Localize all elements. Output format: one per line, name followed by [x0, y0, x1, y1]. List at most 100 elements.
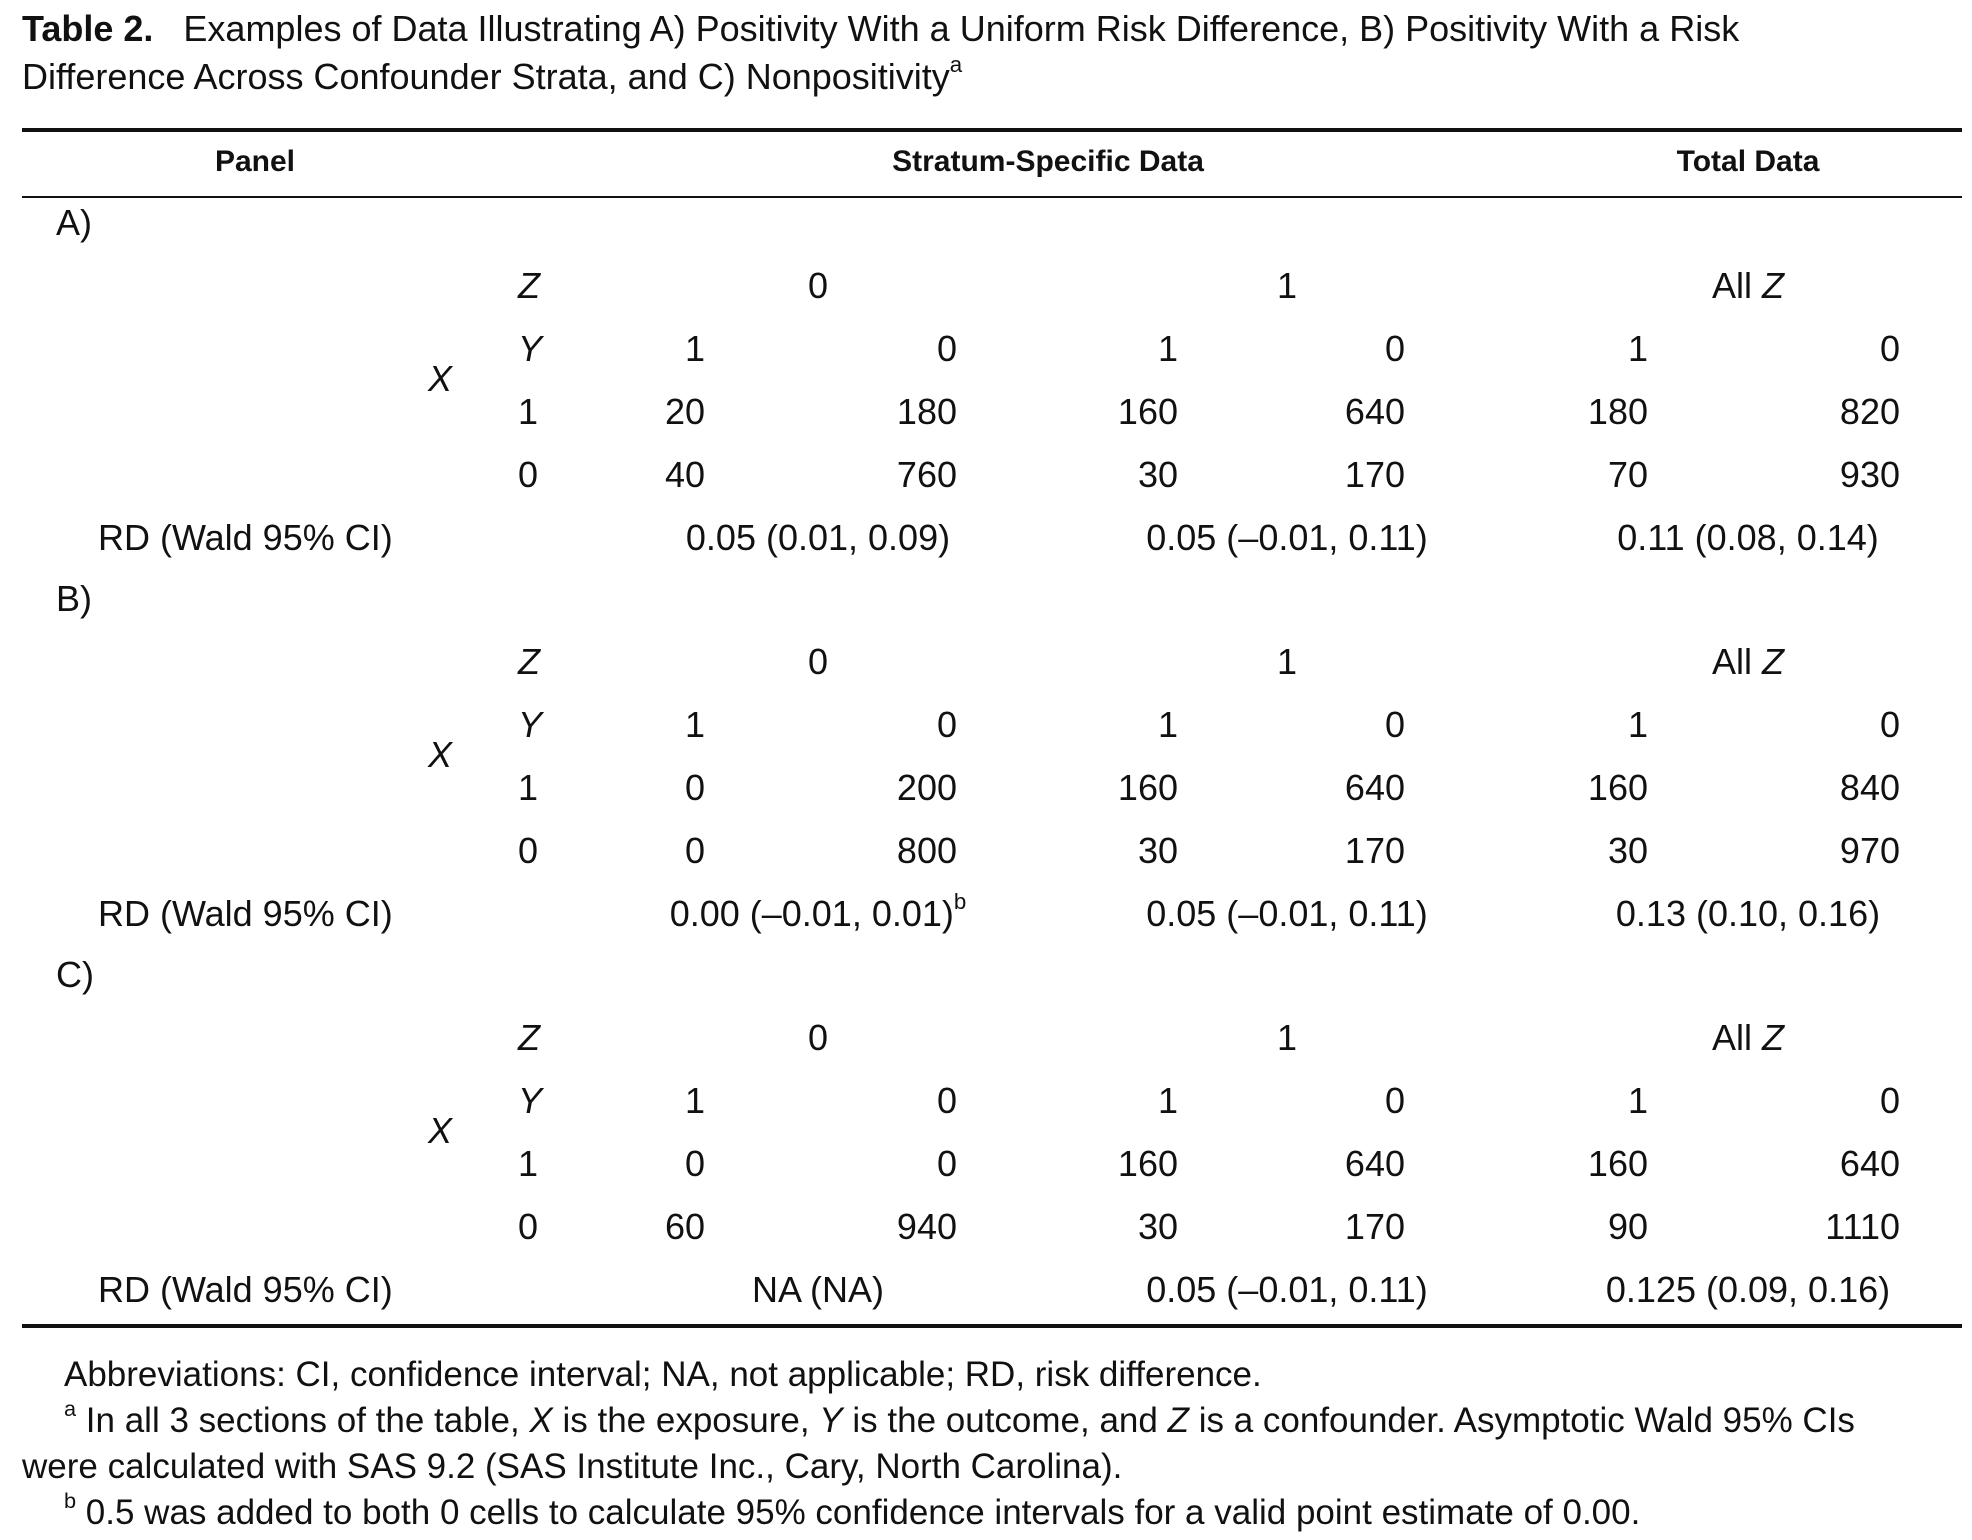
y-value: 0 — [1384, 328, 1405, 369]
table-title-line1: Examples of Data Illustrating A) Positiv… — [183, 8, 1740, 49]
rd-value: 0.13 (0.10, 0.16) — [1616, 893, 1880, 935]
z-label: Z — [518, 265, 540, 306]
z-label: Z — [518, 1017, 540, 1058]
table-cell: 30 — [1137, 830, 1178, 871]
column-header-panel: Panel — [214, 145, 296, 178]
z-value-0: 0 — [807, 265, 829, 306]
table-cell: 0 — [684, 830, 705, 871]
footnote-a-line2: were calculated with SAS 9.2 (SAS Instit… — [22, 1447, 1123, 1486]
rd-value-text: 0.13 (0.10, 0.16) — [1615, 893, 1881, 934]
x-value: 0 — [518, 830, 539, 871]
table-cell: 840 — [1839, 767, 1900, 808]
table-cell: 800 — [896, 830, 957, 871]
y-value: 1 — [684, 328, 705, 369]
header-rule — [22, 196, 1962, 198]
table-cell: 820 — [1839, 391, 1900, 432]
table-cell: 160 — [1587, 1143, 1648, 1184]
footnote-b-mark: b — [64, 1487, 77, 1513]
x-label: X — [428, 358, 453, 399]
rd-value: 0.05 (0.01, 0.09) — [686, 517, 950, 559]
z-value-all: All Z — [1712, 265, 1784, 307]
table-cell: 0 — [684, 767, 705, 808]
top-rule — [22, 128, 1962, 132]
all-z-label: Z — [1762, 1017, 1785, 1058]
rd-value: 0.05 (–0.01, 0.11) — [1146, 1269, 1428, 1311]
table-title: Table 2. Examples of Data Illustrating A… — [22, 6, 1739, 52]
table-cell: 60 — [664, 1206, 705, 1247]
table-cell: 640 — [1839, 1143, 1900, 1184]
rd-value-text: 0.11 (0.08, 0.14) — [1617, 517, 1879, 558]
footnote-b: b 0.5 was added to both 0 cells to calcu… — [64, 1487, 1641, 1540]
all-z-label: Z — [1762, 265, 1785, 306]
rd-value: 0.00 (–0.01, 0.01)b — [669, 889, 967, 935]
footnote-abbreviations: Abbreviations: CI, confidence interval; … — [64, 1355, 1262, 1394]
x-value: 0 — [518, 1206, 539, 1247]
table-cell: 40 — [664, 454, 705, 495]
table-cell: 20 — [664, 391, 705, 432]
table-cell: 930 — [1839, 454, 1900, 495]
all-label: All — [1711, 1017, 1763, 1058]
footnote-a: a In all 3 sections of the table, X is t… — [64, 1395, 1855, 1448]
y-value: 1 — [1627, 704, 1648, 745]
z-value-all: All Z — [1712, 1017, 1784, 1059]
footnote-a-text-4: is a confounder. Asymptotic Wald 95% CIs — [1188, 1401, 1855, 1440]
table-cell: 170 — [1344, 830, 1405, 871]
y-value: 0 — [936, 328, 957, 369]
rd-value-text: 0.00 (–0.01, 0.01) — [669, 893, 954, 934]
footnote-a-text-3: is the outcome, and — [842, 1401, 1168, 1440]
bottom-rule — [22, 1324, 1962, 1328]
rd-value: 0.05 (–0.01, 0.11) — [1146, 517, 1428, 559]
z-value-1: 1 — [1276, 641, 1298, 682]
y-value: 1 — [1157, 328, 1178, 369]
footnote-a-text-2: is the exposure, — [552, 1401, 820, 1440]
y-label: Y — [518, 1080, 543, 1121]
table-cell: 170 — [1344, 454, 1405, 495]
table-cell: 170 — [1344, 1206, 1405, 1247]
table-cell: 30 — [1137, 1206, 1178, 1247]
footnote-a-text-1: In all 3 sections of the table, — [76, 1401, 530, 1440]
rd-value: 0.11 (0.08, 0.14) — [1617, 517, 1879, 559]
footnote-a-x: X — [529, 1401, 553, 1440]
y-value: 0 — [1879, 328, 1900, 369]
footnote-a-mark: a — [64, 1395, 77, 1421]
y-value: 0 — [936, 1080, 957, 1121]
y-value: 1 — [1627, 1080, 1648, 1121]
y-value: 1 — [1627, 328, 1648, 369]
x-value: 1 — [518, 767, 539, 808]
y-value: 0 — [1879, 704, 1900, 745]
x-label: X — [428, 734, 453, 775]
table-cell: 30 — [1137, 454, 1178, 495]
panel-label: A) — [56, 202, 92, 243]
column-header-total: Total Data — [1676, 145, 1820, 178]
table-cell: 760 — [896, 454, 957, 495]
rd-value-text: 0.125 (0.09, 0.16) — [1605, 1269, 1891, 1310]
z-value-all: All Z — [1712, 641, 1784, 683]
footnote-b-text: 0.5 was added to both 0 cells to calcula… — [76, 1493, 1641, 1532]
footnote-a-z: Z — [1167, 1401, 1189, 1440]
rd-value: 0.125 (0.09, 0.16) — [1606, 1269, 1890, 1311]
rd-value-text: 0.05 (–0.01, 0.11) — [1146, 517, 1428, 558]
z-value-1: 1 — [1276, 265, 1298, 306]
table-cell: 160 — [1117, 1143, 1178, 1184]
table-cell: 970 — [1839, 830, 1900, 871]
y-value: 1 — [1157, 704, 1178, 745]
y-value: 0 — [1384, 1080, 1405, 1121]
table-cell: 0 — [936, 1143, 957, 1184]
rd-value-text: 0.05 (–0.01, 0.11) — [1146, 1269, 1428, 1310]
table-cell: 1110 — [1825, 1206, 1900, 1247]
z-label: Z — [518, 641, 540, 682]
rd-value-text: 0.05 (0.01, 0.09) — [685, 517, 951, 558]
rd-value-text: 0.05 (–0.01, 0.11) — [1146, 893, 1428, 934]
rd-value: NA (NA) — [752, 1269, 884, 1311]
y-value: 1 — [684, 1080, 705, 1121]
table-cell: 160 — [1117, 767, 1178, 808]
x-value: 1 — [518, 391, 539, 432]
rd-label: RD (Wald 95% CI) — [98, 517, 393, 558]
panel-label: B) — [56, 578, 92, 619]
rd-label: RD (Wald 95% CI) — [98, 1269, 393, 1310]
table-title-line2: Difference Across Confounder Strata, and… — [22, 56, 950, 97]
footnote-a-y: Y — [819, 1401, 843, 1440]
all-label: All — [1711, 265, 1763, 306]
table-cell: 90 — [1607, 1206, 1648, 1247]
